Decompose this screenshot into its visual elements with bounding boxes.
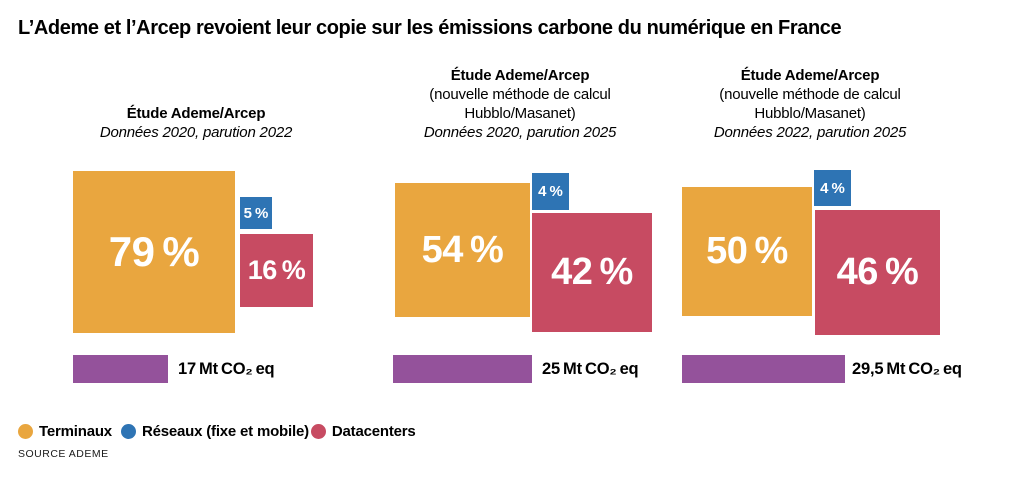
legend: Terminaux Réseaux (fixe et mobile) Datac…: [18, 423, 416, 440]
legend-label-datacenters: Datacenters: [331, 423, 416, 440]
reseaux-square-value: 4 %: [538, 183, 563, 200]
total-emissions-label: 17 Mt CO₂ eq: [178, 359, 275, 378]
panel-2025-data2020-header-note: Données 2020, parution 2025: [423, 124, 617, 141]
reseaux-square: 4 %: [814, 170, 851, 206]
terminaux-square: 50 %: [682, 187, 812, 316]
terminaux-square-value: 79 %: [108, 228, 200, 275]
datacenters-square-value: 42 %: [551, 251, 633, 293]
total-emissions-label: 29,5 Mt CO₂ eq: [852, 359, 962, 378]
datacenters-swatch-icon: [310, 424, 326, 439]
terminaux-square: 79 %: [73, 171, 235, 333]
legend-item-terminaux: Terminaux: [18, 423, 112, 440]
legend-label-reseaux: Réseaux (fixe et mobile): [141, 423, 309, 440]
panel-2025-data2022-header-line3: Hubblo/Masanet): [754, 105, 866, 122]
reseaux-square: 4 %: [532, 173, 569, 210]
reseaux-square-value: 4 %: [820, 179, 845, 197]
legend-item-datacenters: Datacenters: [310, 423, 416, 440]
reseaux-swatch-icon: [120, 424, 136, 439]
total-emissions-bar: [73, 355, 168, 383]
datacenters-square-value: 46 %: [836, 251, 919, 293]
panel-2025-data2022-header-title: Étude Ademe/Arcep: [740, 67, 880, 84]
total-emissions-bar: [393, 355, 532, 383]
reseaux-square-value: 5 %: [243, 204, 269, 222]
panel-2022-header-title: Étude Ademe/Arcep: [126, 105, 266, 122]
panel-2025-data2022-header-note: Données 2022, parution 2025: [713, 124, 907, 141]
terminaux-swatch-icon: [18, 424, 33, 439]
reseaux-square: 5 %: [240, 197, 272, 229]
panel-2022-header-note: Données 2020, parution 2022: [99, 124, 293, 141]
legend-label-terminaux: Terminaux: [39, 423, 112, 440]
terminaux-square-value: 50 %: [706, 230, 788, 272]
datacenters-square: 46 %: [815, 210, 940, 335]
source-note: SOURCE ADEME: [18, 448, 109, 460]
total-emissions-label: 25 Mt CO₂ eq: [542, 359, 639, 378]
terminaux-square: 54 %: [395, 183, 530, 317]
panel-2025-data2020-header-line2: (nouvelle méthode de calcul: [429, 86, 611, 103]
datacenters-square: 42 %: [532, 213, 652, 332]
panel-2025-data2020-header-line3: Hubblo/Masanet): [464, 105, 576, 122]
panel-2025-data2022-header-line2: (nouvelle méthode de calcul: [719, 86, 901, 103]
panel-2022-header: Étude Ademe/Arcep Données 2020, parution…: [66, 58, 326, 142]
panel-2025-data2020-header: Étude Ademe/Arcep (nouvelle méthode de c…: [390, 58, 650, 142]
page-title: L’Ademe et l’Arcep revoient leur copie s…: [18, 17, 842, 39]
panel-2025-data2022-header: Étude Ademe/Arcep (nouvelle méthode de c…: [680, 58, 940, 142]
total-emissions-bar: [682, 355, 845, 383]
terminaux-square-value: 54 %: [421, 228, 504, 271]
panel-2025-data2020-header-title: Étude Ademe/Arcep: [450, 67, 590, 84]
datacenters-square: 16 %: [240, 234, 313, 307]
legend-item-reseaux: Réseaux (fixe et mobile): [120, 423, 309, 440]
datacenters-square-value: 16 %: [247, 255, 306, 285]
